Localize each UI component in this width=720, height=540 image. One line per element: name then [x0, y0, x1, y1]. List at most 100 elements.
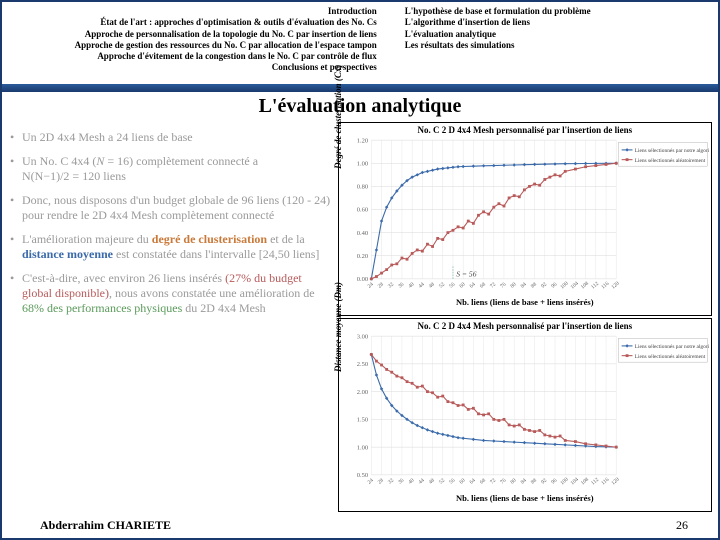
svg-text:88: 88: [530, 281, 538, 289]
nav-item: Les résultats des simulations: [405, 40, 712, 51]
svg-text:36: 36: [397, 281, 405, 289]
svg-text:68: 68: [479, 281, 487, 289]
nav-right: L'hypothèse de base et formulation du pr…: [401, 6, 712, 82]
charts-column: No. C 2 D 4x4 Mesh personnalisé par l'in…: [338, 122, 712, 512]
svg-text:60: 60: [458, 477, 466, 485]
svg-text:108: 108: [580, 477, 590, 487]
svg-text:44: 44: [417, 281, 425, 289]
svg-text:72: 72: [489, 477, 497, 485]
svg-text:96: 96: [550, 281, 558, 289]
svg-text:72: 72: [489, 281, 497, 289]
nav-item: L'évaluation analytique: [405, 29, 712, 40]
chart-2-title: No. C 2 D 4x4 Mesh personnalisé par l'in…: [341, 321, 709, 331]
svg-text:52: 52: [438, 281, 446, 289]
svg-text:S = 56: S = 56: [456, 270, 476, 279]
svg-text:0.60: 0.60: [356, 207, 367, 214]
svg-text:92: 92: [540, 281, 548, 289]
svg-text:64: 64: [468, 281, 476, 289]
svg-text:1.00: 1.00: [356, 444, 367, 451]
svg-text:28: 28: [376, 477, 384, 485]
svg-text:68: 68: [479, 477, 487, 485]
svg-text:1.00: 1.00: [356, 160, 367, 167]
svg-text:120: 120: [610, 281, 620, 291]
svg-text:0.00: 0.00: [356, 276, 367, 283]
svg-text:40: 40: [407, 281, 415, 289]
chart-1-title: No. C 2 D 4x4 Mesh personnalisé par l'in…: [341, 125, 709, 135]
author-name: Abderrahim CHARIETE: [40, 518, 171, 533]
svg-text:44: 44: [417, 477, 425, 485]
chart-2-ylabel: Distance moyenne (Dm): [333, 282, 343, 372]
svg-text:76: 76: [499, 477, 507, 485]
nav-item: L'hypothèse de base et formulation du pr…: [405, 6, 712, 17]
chart-1-ylabel: Degré de clusterisation (Cx): [333, 65, 343, 169]
svg-text:116: 116: [600, 477, 610, 487]
svg-text:24: 24: [366, 477, 374, 485]
svg-text:104: 104: [569, 477, 579, 487]
svg-text:Liens sélectionnés aléatoireme: Liens sélectionnés aléatoirement: [634, 158, 705, 164]
svg-text:28: 28: [376, 281, 384, 289]
svg-text:76: 76: [499, 281, 507, 289]
nav-item: L'algorithme d'insertion de liens: [405, 17, 712, 28]
svg-text:48: 48: [427, 477, 435, 485]
svg-text:112: 112: [590, 477, 600, 487]
svg-text:Liens sélectionnés aléatoireme: Liens sélectionnés aléatoirement: [634, 354, 705, 360]
nav-item: Approche de gestion des ressources du No…: [8, 40, 377, 51]
nav-item: Introduction: [8, 6, 377, 17]
chart-2: No. C 2 D 4x4 Mesh personnalisé par l'in…: [338, 318, 712, 512]
nav-item: Approche d'évitement de la congestion da…: [8, 51, 377, 62]
svg-text:96: 96: [550, 477, 558, 485]
bullets-column: Un 2D 4x4 Mesh a 24 liens de base Un No.…: [8, 122, 334, 512]
svg-text:0.20: 0.20: [356, 253, 367, 260]
svg-text:32: 32: [387, 477, 395, 485]
svg-text:100: 100: [559, 281, 569, 291]
slide: IntroductionÉtat de l'art : approches d'…: [0, 0, 720, 540]
svg-text:52: 52: [438, 477, 446, 485]
main-area: Un 2D 4x4 Mesh a 24 liens de base Un No.…: [2, 122, 718, 512]
page-number: 26: [676, 518, 688, 533]
svg-text:84: 84: [519, 281, 527, 289]
svg-text:80: 80: [509, 477, 517, 485]
svg-text:1.20: 1.20: [356, 137, 367, 144]
nav-item: Conclusions et perspectives: [8, 62, 377, 73]
svg-text:92: 92: [540, 477, 548, 485]
svg-text:104: 104: [569, 281, 579, 291]
chart-1-xlabel: Nb. liens (liens de base + liens insérés…: [341, 297, 709, 307]
svg-text:56: 56: [448, 477, 456, 485]
svg-text:24: 24: [366, 281, 374, 289]
svg-text:108: 108: [580, 281, 590, 291]
svg-text:88: 88: [530, 477, 538, 485]
bullet-5: C'est-à-dire, avec environ 26 liens insé…: [8, 267, 334, 321]
bullet-4: L'amélioration majeure du degré de clust…: [8, 228, 334, 267]
svg-text:0.80: 0.80: [356, 184, 367, 191]
svg-text:116: 116: [600, 281, 610, 291]
chart-2-plot: 0.501.001.502.002.503.002428323640444852…: [341, 331, 709, 493]
svg-text:80: 80: [509, 281, 517, 289]
svg-text:3.00: 3.00: [356, 333, 367, 340]
svg-text:112: 112: [590, 281, 600, 291]
svg-text:1.50: 1.50: [356, 417, 367, 424]
svg-text:120: 120: [610, 477, 620, 487]
chart-1: No. C 2 D 4x4 Mesh personnalisé par l'in…: [338, 122, 712, 316]
svg-text:64: 64: [468, 477, 476, 485]
svg-text:32: 32: [387, 281, 395, 289]
chart-1-plot: 0.00 0.20 0.40 0.60 0.80 1.00 1.20 242832364044…: [341, 135, 709, 297]
svg-text:2.00: 2.00: [356, 389, 367, 396]
svg-text:0.40: 0.40: [356, 230, 367, 237]
chart-2-xlabel: Nb. liens (liens de base + liens insérés…: [341, 493, 709, 503]
svg-text:60: 60: [458, 281, 466, 289]
svg-text:100: 100: [559, 477, 569, 487]
svg-text:0.50: 0.50: [356, 472, 367, 479]
header-band: [2, 84, 718, 92]
footer: Abderrahim CHARIETE 26: [2, 512, 718, 538]
header: IntroductionÉtat de l'art : approches d'…: [2, 2, 718, 84]
svg-text:56: 56: [448, 281, 456, 289]
svg-text:84: 84: [519, 477, 527, 485]
nav-item: État de l'art : approches d'optimisation…: [8, 17, 377, 28]
svg-text:2.50: 2.50: [356, 361, 367, 368]
svg-text:Liens sélectionnés par notre a: Liens sélectionnés par notre algorithme: [634, 344, 709, 350]
bullet-1: Un 2D 4x4 Mesh a 24 liens de base: [8, 126, 334, 150]
bullet-2: Un No. C 4x4 (N = 16) complètement conne…: [8, 150, 334, 189]
svg-text:Liens sélectionnés par notre a: Liens sélectionnés par notre algorithme: [634, 148, 709, 154]
nav-item: Approche de personnalisation de la topol…: [8, 29, 377, 40]
svg-text:36: 36: [397, 477, 405, 485]
